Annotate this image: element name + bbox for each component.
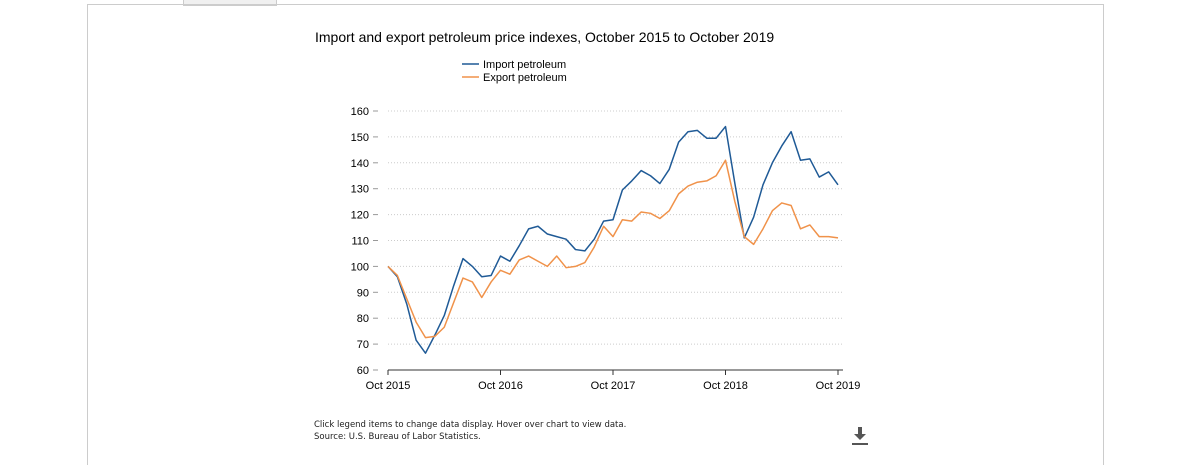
series-line-import[interactable] [387,125,839,354]
x-tick-label: Oct 2015 [366,380,411,392]
x-tick-label: Oct 2017 [591,380,636,392]
legend-label-import: Import petroleum [483,59,566,71]
grid [388,110,843,345]
footnote: Click legend items to change data displa… [314,419,626,443]
legend-item-export[interactable]: Export petroleum [462,72,567,84]
x-axis: Oct 2015 Oct 2016 Oct 2017 Oct 2018 Oct 2019 [366,369,861,392]
x-tick-label: Oct 2018 [703,380,748,392]
y-tick-label: 140 [351,158,369,170]
series-lines[interactable] [387,125,839,354]
y-tick-label: 150 [351,132,369,144]
chart-svg[interactable]: Import petroleum Export petroleum 60 70 80… [0,0,1192,450]
legend[interactable]: Import petroleum Export petroleum [462,59,567,84]
y-axis: 60 70 80 90 100 110 120 130 140 150 160 [351,106,378,377]
download-icon-glyph [852,427,868,445]
chart-frame [87,4,1104,465]
y-tick-label: 120 [351,210,369,222]
series-line-export[interactable] [387,159,839,339]
y-tick-label: 80 [357,313,369,325]
tab-stub[interactable] [183,0,277,6]
chart-title: Import and export petroleum price indexe… [315,29,775,45]
y-tick-label: 110 [351,236,369,248]
legend-item-import[interactable]: Import petroleum [462,59,566,71]
footnote-source: Source: U.S. Bureau of Labor Statistics. [314,432,481,442]
footnote-instructions: Click legend items to change data displa… [314,420,627,430]
y-tick-label: 60 [357,365,369,377]
x-tick-label: Oct 2019 [816,380,861,392]
y-tick-label: 90 [357,287,369,299]
download-icon[interactable] [850,426,870,446]
legend-label-export: Export petroleum [483,72,567,84]
y-tick-label: 130 [351,184,369,196]
x-tick-label: Oct 2016 [478,380,523,392]
y-tick-label: 100 [351,261,369,273]
y-tick-label: 70 [357,339,369,351]
y-tick-label: 160 [351,106,369,118]
